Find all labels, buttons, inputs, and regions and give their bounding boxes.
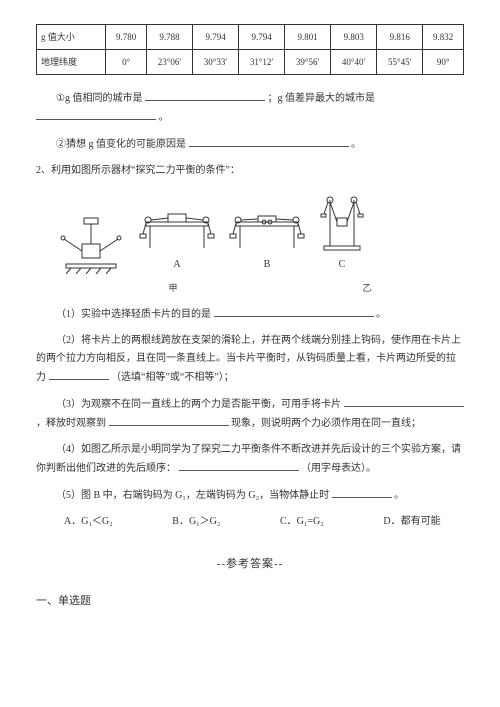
stand-c-icon — [318, 194, 366, 254]
figure-row: A B — [56, 194, 464, 274]
desk-a-icon — [138, 204, 216, 254]
apparatus-icon — [56, 214, 126, 274]
text: ；g 值差异最大的城市是 — [267, 93, 375, 104]
blank — [214, 305, 374, 317]
cell: 9.801 — [285, 25, 331, 50]
cell: 40°40′ — [331, 50, 377, 75]
figure-c: C — [318, 194, 366, 274]
text: ，释放时观察到 — [36, 418, 106, 429]
text: （选填“相等”或“不相等”）； — [111, 372, 234, 383]
q1-line2: ②猜想 g 值变化的可能原因是 。 — [36, 135, 464, 154]
cell: 0° — [106, 50, 147, 75]
blank — [344, 395, 464, 407]
blank — [179, 459, 299, 471]
desk-b-icon — [228, 204, 306, 254]
sub-labels: 甲 乙 — [76, 280, 464, 296]
blank — [36, 108, 156, 120]
text: （3）为观察不在同一直线上的两个力是否能平衡，可用手将卡片 — [56, 399, 341, 410]
text: 。 — [376, 309, 386, 320]
label-a: A — [173, 256, 180, 274]
text: 。 — [351, 139, 361, 150]
cell: 31°12′ — [239, 50, 285, 75]
row1-label: g 值大小 — [37, 25, 106, 50]
q2-p4: （4）如图乙所示是小明同学为了探究二力平衡条件不断改进并先后设计的三个实验方案，… — [36, 441, 464, 478]
blank — [189, 135, 349, 147]
q2-p1: （1）实验中选择轻质卡片的目的是 。 — [36, 305, 464, 324]
option-c: C．G₁=G₂ — [280, 513, 324, 531]
cell: 9.803 — [331, 25, 377, 50]
cell: 9.788 — [147, 25, 193, 50]
q2-p2: （2）将卡片上的两根线跨放在支架的滑轮上，并在两个线端分别挂上钩码，使作用在卡片… — [36, 332, 464, 387]
text: 现象，则说明两个力必须作用在同一直线； — [231, 418, 421, 429]
blank — [109, 414, 229, 426]
label-c: C — [339, 256, 346, 274]
figure-b: B — [228, 204, 306, 274]
option-a: A．G₁＜G₂ — [64, 513, 113, 531]
figure-a: A — [138, 204, 216, 274]
text: （用字母表达）。 — [301, 463, 376, 474]
text: （1）实验中选择轻质卡片的目的是 — [56, 309, 211, 320]
cell: 55°45′ — [377, 50, 423, 75]
cell: 9.816 — [377, 25, 423, 50]
row2-label: 地理纬度 — [37, 50, 106, 75]
text: 。 — [394, 490, 404, 501]
blank — [49, 368, 109, 380]
answer-title: --参考答案-- — [36, 555, 464, 575]
q2-p3: （3）为观察不在同一直线上的两个力是否能平衡，可用手将卡片 ，释放时观察到 现象… — [36, 395, 464, 433]
cell: 9.794 — [193, 25, 239, 50]
label-b: B — [264, 256, 271, 274]
text: ①g 值相同的城市是 — [56, 93, 142, 104]
q2-head: 2、利用如图所示器材“探究二力平衡的条件”： — [36, 162, 464, 180]
cell: 9.794 — [239, 25, 285, 50]
label-right: 乙 — [362, 280, 371, 296]
cell: 30°33′ — [193, 50, 239, 75]
q2-p5: （5）图 B 中，右端钩码为 G₁，左端钩码为 G₂，当物体静止时 。 — [36, 486, 464, 505]
text: ②猜想 g 值变化的可能原因是 — [56, 139, 186, 150]
cell: 9.832 — [423, 25, 464, 50]
option-b: B．G₁＞G₂ — [172, 513, 220, 531]
options-row: A．G₁＜G₂ B．G₁＞G₂ C．G₁=G₂ D．都有可能 — [64, 513, 441, 531]
text: 。 — [159, 112, 169, 123]
data-table: g 值大小 9.780 9.788 9.794 9.794 9.801 9.80… — [36, 24, 464, 75]
text: （5）图 B 中，右端钩码为 G₁，左端钩码为 G₂，当物体静止时 — [56, 490, 329, 501]
cell: 39°56′ — [285, 50, 331, 75]
cell: 9.780 — [106, 25, 147, 50]
label-left: 甲 — [168, 280, 177, 296]
cell: 90° — [423, 50, 464, 75]
cell: 23°06′ — [147, 50, 193, 75]
blank — [145, 89, 265, 101]
figure-left — [56, 214, 126, 274]
option-d: D．都有可能 — [383, 513, 440, 531]
blank — [332, 486, 392, 498]
section-heading: 一、单选题 — [36, 592, 464, 612]
q1-line1: ①g 值相同的城市是 ；g 值差异最大的城市是 。 — [36, 89, 464, 127]
